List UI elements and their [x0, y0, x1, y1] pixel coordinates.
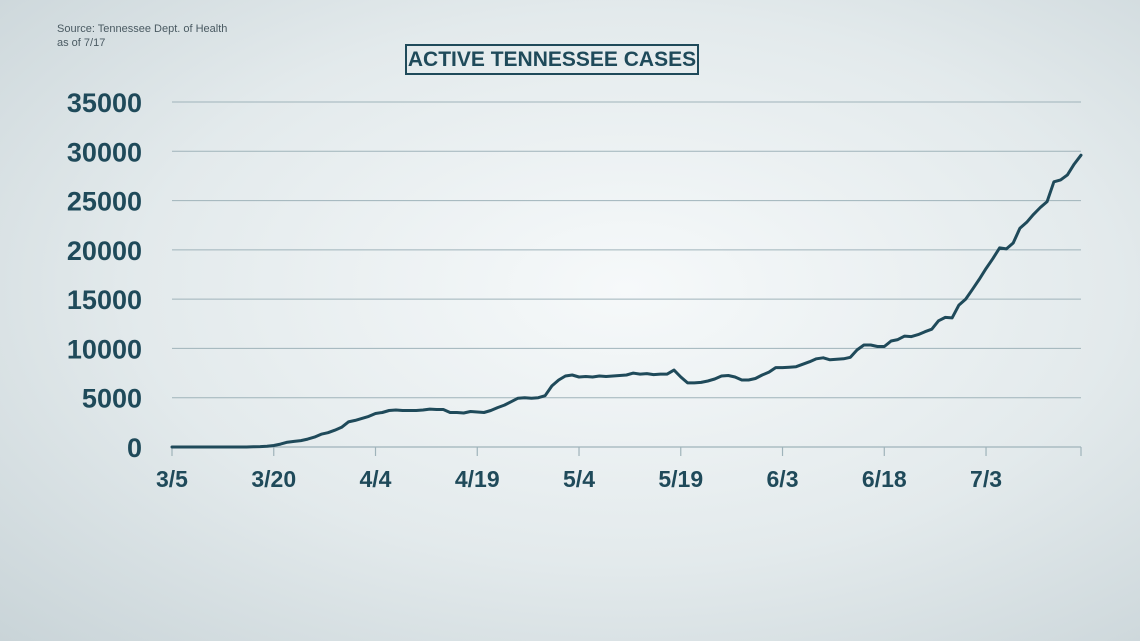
x-tick-label: 5/19	[658, 466, 703, 492]
x-tick-label: 5/4	[563, 466, 595, 492]
x-tick-label: 3/5	[156, 466, 188, 492]
y-tick-label: 30000	[67, 137, 142, 167]
x-tick-label: 4/19	[455, 466, 500, 492]
y-tick-label: 5000	[82, 384, 142, 414]
x-tick-label: 7/3	[970, 466, 1002, 492]
y-tick-label: 10000	[67, 334, 142, 364]
y-tick-label: 35000	[67, 88, 142, 118]
x-tick-label: 4/4	[360, 466, 392, 492]
chart-title: ACTIVE TENNESSEE CASES	[405, 44, 699, 75]
source-note: Source: Tennessee Dept. of Health as of …	[57, 22, 227, 50]
y-tick-label: 0	[127, 433, 142, 463]
y-tick-label: 25000	[67, 187, 142, 217]
x-tick-label: 3/20	[251, 466, 296, 492]
series-line	[170, 153, 1083, 449]
x-tick-label: 6/18	[862, 466, 907, 492]
y-tick-label: 20000	[67, 236, 142, 266]
y-tick-label: 15000	[67, 285, 142, 315]
x-tick-label: 6/3	[767, 466, 799, 492]
source-line: Source: Tennessee Dept. of Health	[57, 23, 228, 35]
as-of-date: as of 7/17	[57, 37, 106, 49]
